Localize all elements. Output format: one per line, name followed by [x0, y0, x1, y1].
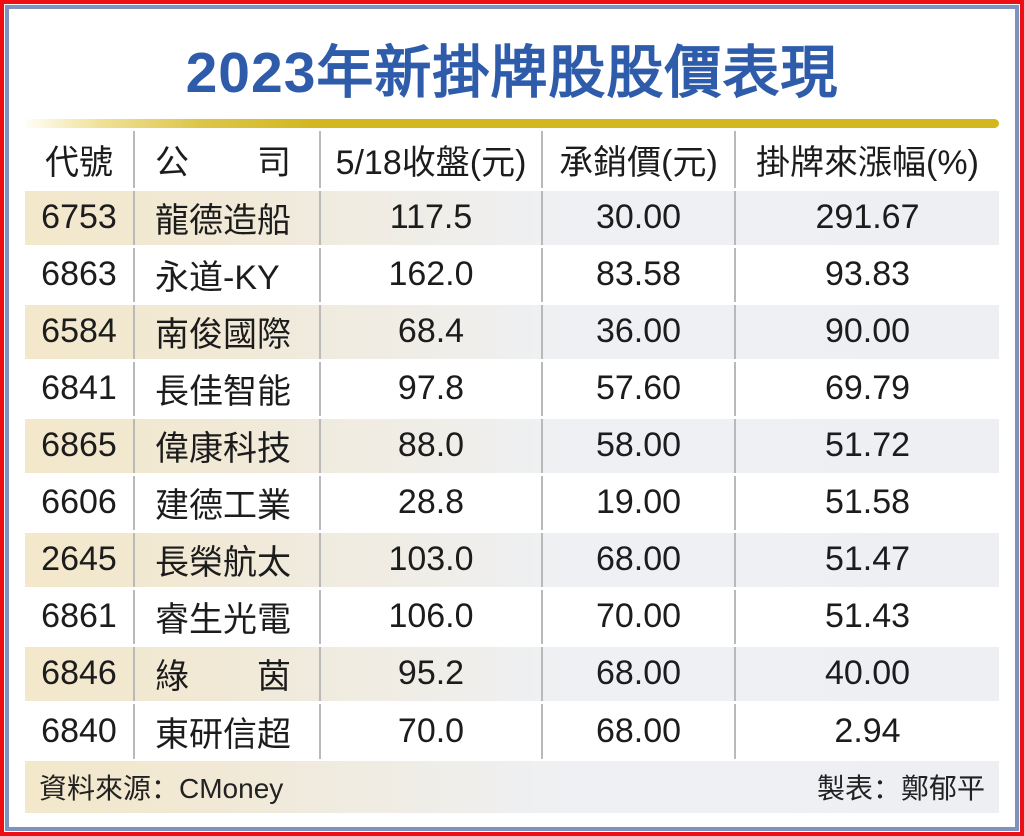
table-row: 6863 永道-KY 162.0 83.58 93.83 [25, 246, 999, 303]
table-footer: 資料來源：CMoney 製表：鄭郁平 [25, 761, 999, 813]
company-cell: 綠 茵 [133, 645, 320, 702]
close-cell: 88.0 [319, 417, 542, 474]
ipo-price-cell: 68.00 [541, 702, 735, 759]
ipo-price-cell: 58.00 [541, 417, 735, 474]
table-row: 6841 長佳智能 97.8 57.60 69.79 [25, 360, 999, 417]
company-cell: 長榮航太 [133, 531, 320, 588]
table-row: 6753 龍德造船 117.5 30.00 291.67 [25, 189, 999, 246]
code-cell: 6840 [41, 711, 117, 750]
infographic-content: 2023年新掛牌股股價表現 代號 公 司 5/18收盤(元) 承銷價(元) 掛牌… [9, 33, 1015, 813]
company-cell: 龍德造船 [133, 189, 320, 246]
code-cell: 6861 [41, 597, 117, 635]
gain-cell: 93.83 [734, 246, 999, 303]
table-header-row: 代號 公 司 5/18收盤(元) 承銷價(元) 掛牌來漲幅(%) [25, 131, 999, 189]
gain-cell: 51.43 [734, 588, 999, 645]
gain-cell: 51.72 [734, 417, 999, 474]
ipo-price-cell: 19.00 [541, 474, 735, 531]
data-source-label: 資料來源：CMoney [39, 773, 284, 804]
gain-cell: 51.58 [734, 474, 999, 531]
col-header-code: 代號 [45, 143, 113, 182]
col-header-gain: 掛牌來漲幅(%) [734, 131, 999, 189]
company-cell: 永道-KY [133, 246, 320, 303]
code-cell: 2645 [41, 540, 117, 578]
close-cell: 103.0 [319, 531, 542, 588]
company-cell: 睿生光電 [133, 588, 320, 645]
stock-performance-table: 代號 公 司 5/18收盤(元) 承銷價(元) 掛牌來漲幅(%) 6753 龍德… [25, 131, 999, 759]
code-cell: 6584 [41, 312, 117, 350]
ipo-price-cell: 30.00 [541, 189, 735, 246]
company-cell: 偉康科技 [133, 417, 320, 474]
code-cell: 6753 [41, 198, 117, 236]
company-cell: 南俊國際 [133, 303, 320, 360]
ipo-price-cell: 68.00 [541, 531, 735, 588]
gain-cell: 40.00 [734, 645, 999, 702]
gold-divider-bar [25, 119, 999, 128]
table-row: 6861 睿生光電 106.0 70.00 51.43 [25, 588, 999, 645]
close-cell: 117.5 [319, 189, 542, 246]
close-cell: 70.0 [319, 702, 542, 759]
table-row: 6865 偉康科技 88.0 58.00 51.72 [25, 417, 999, 474]
code-cell: 6865 [41, 426, 117, 464]
ipo-price-cell: 70.00 [541, 588, 735, 645]
table-row: 6846 綠 茵 95.2 68.00 40.00 [25, 645, 999, 702]
close-cell: 106.0 [319, 588, 542, 645]
company-cell: 東研信超 [133, 702, 320, 759]
gain-cell: 2.94 [734, 702, 999, 759]
gain-cell: 291.67 [734, 189, 999, 246]
page-title: 2023年新掛牌股股價表現 [185, 41, 839, 105]
ipo-price-cell: 36.00 [541, 303, 735, 360]
code-cell: 6841 [41, 369, 117, 407]
code-cell: 6863 [41, 255, 117, 293]
table-row: 2645 長榮航太 103.0 68.00 51.47 [25, 531, 999, 588]
company-cell: 長佳智能 [133, 360, 320, 417]
close-cell: 97.8 [319, 360, 542, 417]
close-cell: 162.0 [319, 246, 542, 303]
code-cell: 6846 [41, 654, 117, 692]
ipo-price-cell: 68.00 [541, 645, 735, 702]
table-row: 6606 建德工業 28.8 19.00 51.58 [25, 474, 999, 531]
close-cell: 28.8 [319, 474, 542, 531]
table-row: 6584 南俊國際 68.4 36.00 90.00 [25, 303, 999, 360]
inner-blue-border: 2023年新掛牌股股價表現 代號 公 司 5/18收盤(元) 承銷價(元) 掛牌… [5, 5, 1019, 831]
ipo-price-cell: 83.58 [541, 246, 735, 303]
gain-cell: 90.00 [734, 303, 999, 360]
gain-cell: 69.79 [734, 360, 999, 417]
ipo-price-cell: 57.60 [541, 360, 735, 417]
company-cell: 建德工業 [133, 474, 320, 531]
close-cell: 95.2 [319, 645, 542, 702]
col-header-company: 公 司 [133, 131, 320, 189]
author-label: 製表：鄭郁平 [816, 773, 985, 804]
code-cell: 6606 [41, 483, 117, 521]
col-header-ipo-price: 承銷價(元) [541, 131, 735, 189]
table-row: 6840 東研信超 70.0 68.00 2.94 [25, 702, 999, 759]
gain-cell: 51.47 [734, 531, 999, 588]
close-cell: 68.4 [319, 303, 542, 360]
col-header-close: 5/18收盤(元) [319, 131, 542, 189]
